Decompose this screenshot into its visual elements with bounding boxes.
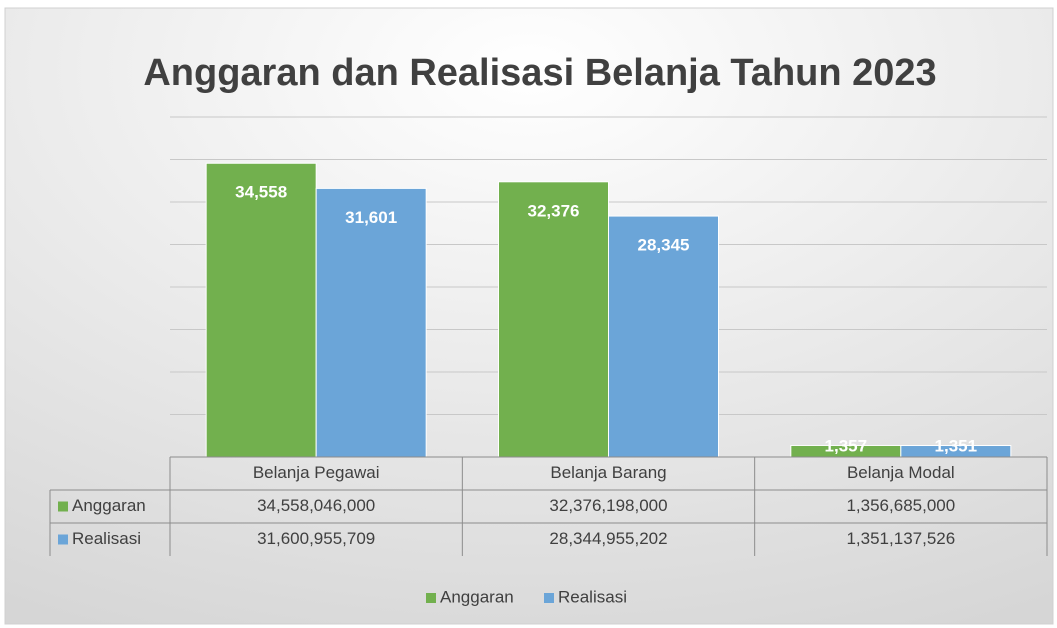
- legend-label: Realisasi: [558, 587, 627, 606]
- table-cell: 32,376,198,000: [549, 496, 667, 515]
- data-label: 1,351: [935, 436, 978, 455]
- x-tick-label: Belanja Barang: [550, 463, 666, 482]
- table-row-label: Anggaran: [72, 496, 146, 515]
- legend-key: [426, 593, 436, 603]
- x-tick-label: Belanja Pegawai: [253, 463, 380, 482]
- legend-key: [58, 534, 68, 545]
- data-label: 34,558: [235, 183, 287, 202]
- bar: [498, 181, 609, 458]
- data-label: 1,357: [825, 436, 868, 455]
- table-cell: 28,344,955,202: [549, 529, 667, 548]
- data-label: 32,376: [528, 201, 580, 220]
- table-cell: 34,558,046,000: [257, 496, 375, 515]
- chart-title: Anggaran dan Realisasi Belanja Tahun 202…: [143, 52, 936, 94]
- table-cell: 1,356,685,000: [846, 496, 955, 515]
- bar: [205, 162, 317, 458]
- bar: [608, 215, 719, 458]
- legend-key: [58, 501, 68, 512]
- x-tick-label: Belanja Modal: [847, 463, 955, 482]
- table-cell: 31,600,955,709: [257, 529, 375, 548]
- legend-label: Anggaran: [440, 587, 514, 606]
- data-label: 28,345: [638, 236, 690, 255]
- legend-key: [544, 593, 554, 603]
- table-row-label: Realisasi: [72, 529, 141, 548]
- bar: [315, 187, 427, 458]
- table-cell: 1,351,137,526: [846, 529, 955, 548]
- data-label: 31,601: [345, 208, 397, 227]
